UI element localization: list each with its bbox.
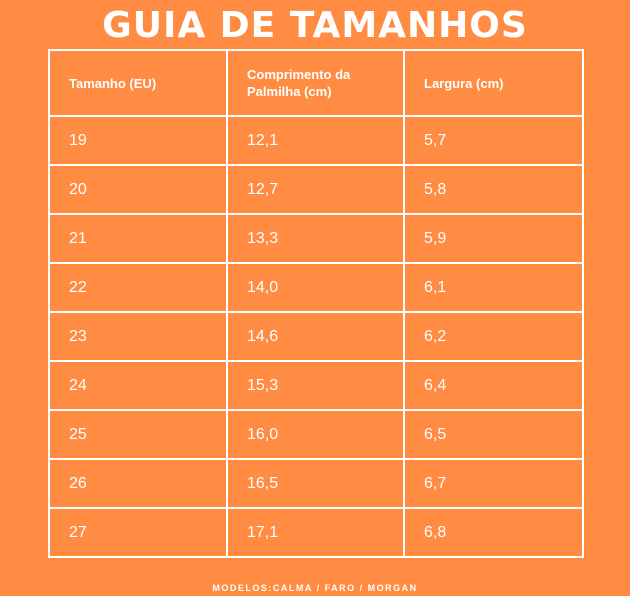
cell-size: 24 xyxy=(48,360,228,411)
cell-insole-length: 14,6 xyxy=(226,311,405,362)
cell-insole-length: 16,5 xyxy=(226,458,405,509)
cell-insole-length: 15,3 xyxy=(226,360,405,411)
cell-width: 6,5 xyxy=(403,409,584,460)
cell-width: 6,4 xyxy=(403,360,584,411)
table-row: 27 17,1 6,8 xyxy=(48,507,584,558)
cell-insole-length: 13,3 xyxy=(226,213,405,264)
cell-insole-length: 16,0 xyxy=(226,409,405,460)
cell-size: 22 xyxy=(48,262,228,313)
table-row: 22 14,0 6,1 xyxy=(48,262,584,313)
cell-width: 6,8 xyxy=(403,507,584,558)
cell-size: 23 xyxy=(48,311,228,362)
cell-insole-length: 17,1 xyxy=(226,507,405,558)
cell-size: 21 xyxy=(48,213,228,264)
cell-width: 6,1 xyxy=(403,262,584,313)
table-row: 19 12,1 5,7 xyxy=(48,115,584,166)
cell-width: 6,2 xyxy=(403,311,584,362)
table-row: 25 16,0 6,5 xyxy=(48,409,584,460)
header-size-eu: Tamanho (EU) xyxy=(48,49,228,117)
size-guide-table: Tamanho (EU) Comprimento da Palmilha (cm… xyxy=(48,49,584,558)
cell-width: 5,7 xyxy=(403,115,584,166)
cell-size: 25 xyxy=(48,409,228,460)
table-row: 21 13,3 5,9 xyxy=(48,213,584,264)
cell-size: 27 xyxy=(48,507,228,558)
table-row: 23 14,6 6,2 xyxy=(48,311,584,362)
header-insole-length: Comprimento da Palmilha (cm) xyxy=(226,49,405,117)
cell-width: 5,9 xyxy=(403,213,584,264)
table-row: 24 15,3 6,4 xyxy=(48,360,584,411)
cell-insole-length: 12,1 xyxy=(226,115,405,166)
cell-width: 6,7 xyxy=(403,458,584,509)
page-title: GUIA DE TAMANHOS xyxy=(102,5,528,46)
table-row: 20 12,7 5,8 xyxy=(48,164,584,215)
table-header-row: Tamanho (EU) Comprimento da Palmilha (cm… xyxy=(48,49,584,117)
cell-width: 5,8 xyxy=(403,164,584,215)
cell-size: 26 xyxy=(48,458,228,509)
cell-insole-length: 12,7 xyxy=(226,164,405,215)
cell-size: 19 xyxy=(48,115,228,166)
table-row: 26 16,5 6,7 xyxy=(48,458,584,509)
cell-size: 20 xyxy=(48,164,228,215)
models-footer: MODELOS:CALMA / FARO / MORGAN xyxy=(212,583,418,593)
header-width: Largura (cm) xyxy=(403,49,584,117)
cell-insole-length: 14,0 xyxy=(226,262,405,313)
